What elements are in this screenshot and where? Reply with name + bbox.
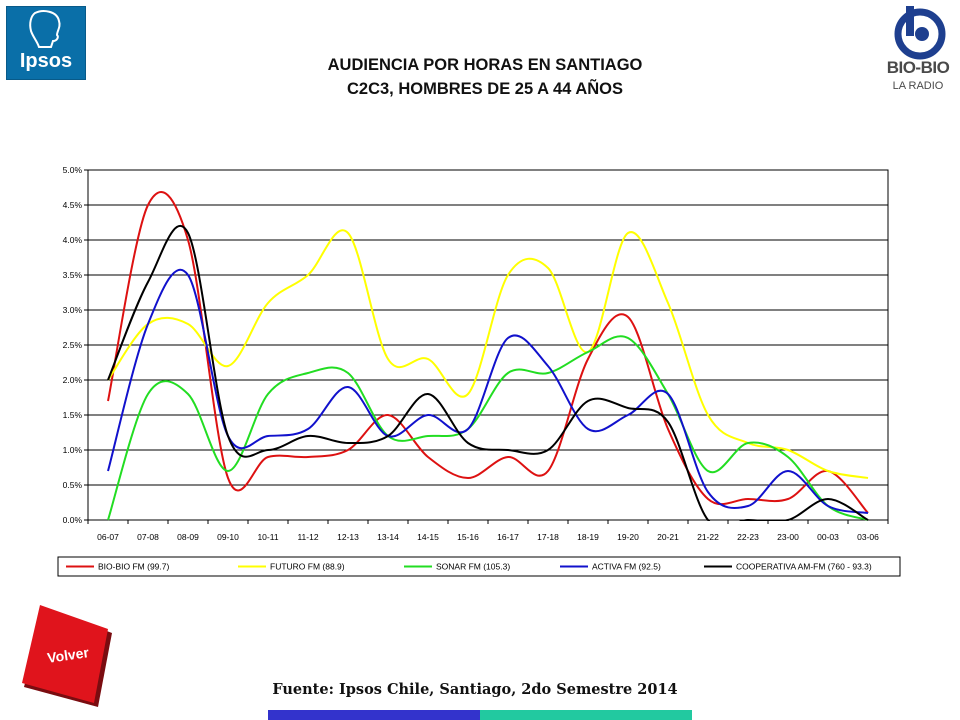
series-line-2 [107, 335, 869, 521]
x-tick-label: 09-10 [217, 532, 239, 542]
x-tick-label: 06-07 [97, 532, 119, 542]
x-tick-label: 23-00 [777, 532, 799, 542]
x-tick-label: 10-11 [257, 532, 278, 542]
x-tick-label: 21-22 [697, 532, 719, 542]
biobio-subtitle: LA RADIO [892, 80, 944, 92]
x-tick-label: 19-20 [617, 532, 639, 542]
chart-title-line2: C2C3, HOMBRES DE 25 A 44 AÑOS [347, 80, 623, 98]
y-tick-label: 1.0% [63, 445, 83, 455]
x-tick-label: 18-19 [577, 532, 599, 542]
x-tick-label: 08-09 [177, 532, 199, 542]
x-tick-label: 17-18 [537, 532, 559, 542]
y-tick-label: 4.0% [63, 235, 83, 245]
biobio-symbol-icon [894, 6, 946, 60]
y-tick-label: 1.5% [63, 410, 83, 420]
x-tick-label: 13-14 [377, 532, 399, 542]
legend-label: COOPERATIVA AM-FM (760 - 93.3) [736, 562, 872, 572]
biobio-name: BIO-BIO [886, 58, 950, 77]
ipsos-wordmark: Ipsos [19, 50, 73, 72]
y-tick-label: 3.0% [63, 305, 83, 315]
legend-box [57, 556, 901, 577]
legend-label: ACTIVA FM (92.5) [592, 562, 661, 572]
chart-title-line1: AUDIENCIA POR HORAS EN SANTIAGO [327, 56, 643, 74]
y-tick-label: 3.5% [63, 270, 83, 280]
x-tick-label: 00-03 [817, 532, 839, 542]
ipsos-logo: Ipsos [6, 6, 86, 80]
footer-bar-blue [268, 710, 480, 720]
volver-shape-icon [22, 605, 112, 707]
y-tick-label: 4.5% [63, 200, 83, 210]
biobio-logo: BIO-BIO LA RADIO [880, 4, 956, 100]
x-tick-label: 11-12 [297, 532, 318, 542]
x-tick-label: 03-06 [857, 532, 879, 542]
legend-label: BIO-BIO FM (99.7) [98, 562, 169, 572]
x-tick-label: 14-15 [417, 532, 439, 542]
volver-button[interactable]: Volver [22, 603, 114, 707]
x-tick-label: 07-08 [137, 532, 159, 542]
series-line-4 [107, 224, 869, 521]
y-tick-label: 0.5% [63, 480, 83, 490]
legend-label: SONAR FM (105.3) [436, 562, 510, 572]
x-tick-label: 22-23 [737, 532, 759, 542]
y-tick-label: 2.5% [63, 340, 83, 350]
series-line-3 [107, 268, 869, 514]
legend-label: FUTURO FM (88.9) [270, 562, 345, 572]
series-line-1 [107, 229, 869, 479]
y-tick-label: 5.0% [63, 165, 83, 175]
footer-bar-green [480, 710, 692, 720]
x-tick-label: 16-17 [497, 532, 519, 542]
y-tick-label: 2.0% [63, 375, 83, 385]
ipsos-head-icon [29, 10, 61, 48]
source-note: Fuente: Ipsos Chile, Santiago, 2do Semes… [272, 681, 678, 698]
y-tick-label: 0.0% [63, 515, 83, 525]
x-tick-label: 15-16 [457, 532, 479, 542]
x-tick-label: 20-21 [657, 532, 679, 542]
x-tick-label: 12-13 [337, 532, 359, 542]
